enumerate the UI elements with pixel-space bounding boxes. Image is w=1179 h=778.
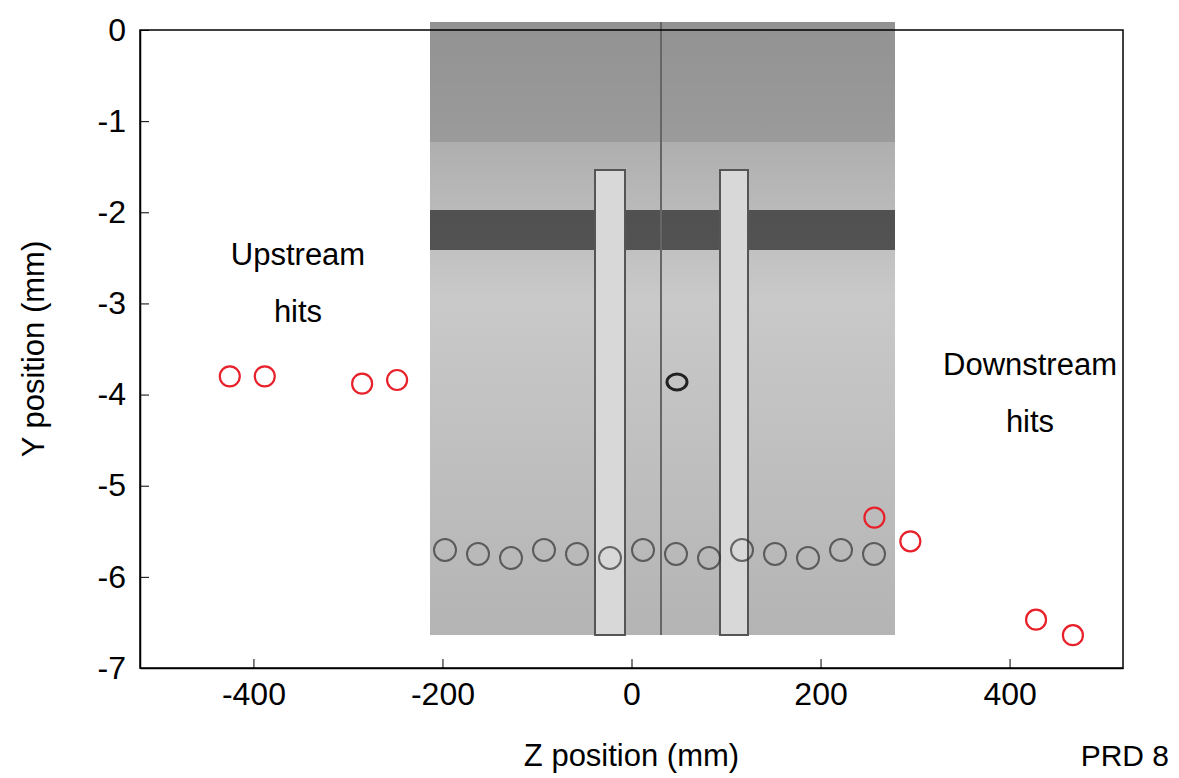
photo-frame-1 [720,170,748,635]
photo-bubble-row [863,543,885,565]
tick-mark [140,577,149,578]
tick: -400 [222,659,286,712]
tick-mark [140,486,149,487]
photo-bubble [667,374,687,390]
tick: -3 [98,285,149,321]
tick-label: -6 [98,559,126,595]
photo-bar [430,210,895,250]
points [220,366,1083,645]
tick-label: 0 [108,12,126,48]
y-axis: -7 -6 -5 -4 -3 -2 -1 0 [98,12,149,686]
tick-mark [442,659,443,668]
tick: -4 [98,376,149,412]
hit-point [387,370,407,390]
tick-label: -2 [98,194,126,230]
tick-mark [140,212,149,213]
tick: 0 [108,12,149,48]
tick-mark [140,668,149,669]
photo-bubble-row [599,547,621,569]
photo-bubble-row [797,547,819,569]
hit-point [255,366,275,386]
tick-label: -1 [98,103,126,139]
annotation: PRD 8 [1081,739,1169,772]
y-axis-title: Y position (mm) [16,241,51,458]
tick-mark [140,303,149,304]
tick: -5 [98,467,149,503]
tick-label: 400 [983,676,1036,712]
photo-bubble-row [731,539,753,561]
annotation: Upstreamhits [231,237,365,329]
photo-bubble-row [467,543,489,565]
photo-bubble-row [632,539,654,561]
hit-point [352,374,372,394]
inset-photo [430,22,895,635]
tick-label: -3 [98,285,126,321]
hit-point [864,508,884,528]
plot-frame [140,30,1123,668]
tick: 200 [794,659,847,712]
tick: -6 [98,559,149,595]
tick-label: -400 [222,676,286,712]
tick-label: -200 [411,676,475,712]
annotation: Downstreamhits [943,347,1117,439]
photo-background [430,22,895,635]
tick-mark [140,395,149,396]
hit-point [1026,610,1046,630]
photo-frame-0 [595,170,625,635]
hit-point [1063,625,1083,645]
photo-bubble-row [533,539,555,561]
tick-label: -7 [98,650,126,686]
tick-mark [1010,659,1011,668]
plot: -400 -200 0 200 400 -7 -6 -5 -4 -3 -2 -1 0 [98,12,1124,712]
tick: -7 [98,650,149,686]
photo-bubble-row [566,543,588,565]
photo-bubble-row [698,547,720,569]
tick-label: 0 [623,676,641,712]
x-axis: -400 -200 0 200 400 [141,659,1124,712]
photo-bubble-row [434,539,456,561]
tick-mark [632,659,633,668]
tick-mark [821,659,822,668]
tick-label: -4 [98,376,126,412]
axis-line [140,31,142,669]
tick-mark [140,121,149,122]
tick-label: 200 [794,676,847,712]
tick: 0 [623,659,641,712]
photo-bubble-row [500,547,522,569]
tick: 400 [983,659,1036,712]
tick: -200 [411,659,475,712]
photo-bubble-row [665,543,687,565]
hit-point [220,366,240,386]
photo-bubble-row [764,543,786,565]
photo-line [660,22,662,635]
hit-point [900,531,920,551]
photo-bubble-row [830,539,852,561]
tick: -1 [98,103,149,139]
x-axis-title: Z position (mm) [524,738,739,773]
chart: -400 -200 0 200 400 -7 -6 -5 -4 -3 -2 -1 0 Z position… [0,0,1179,778]
tick-label: -5 [98,467,126,503]
tick-mark [253,659,254,668]
tick-mark [140,30,149,31]
photo-banner [430,22,895,142]
tick: -2 [98,194,149,230]
